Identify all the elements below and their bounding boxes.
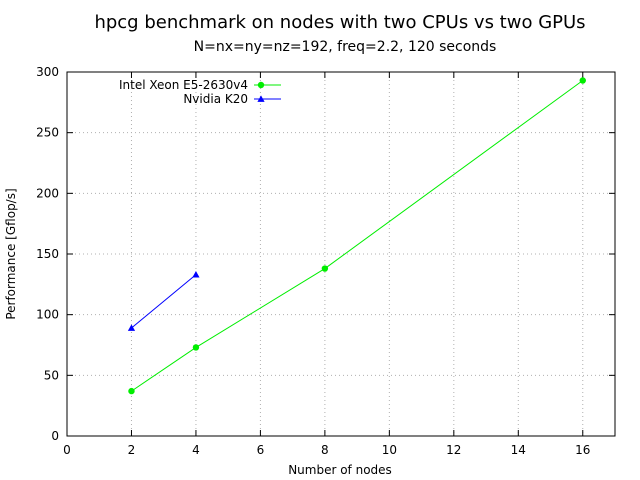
x-tick-label: 8 [321,443,329,457]
x-tick-label: 2 [128,443,136,457]
chart-subtitle: N=nx=ny=nz=192, freq=2.2, 120 seconds [194,39,497,55]
series-line [131,274,197,329]
x-tick-label: 0 [63,443,71,457]
series-layer [127,77,586,395]
series-0 [128,77,586,395]
y-tick-label: 100 [36,308,59,322]
data-point [192,271,200,278]
series-line [131,80,584,392]
axis-ticks: 0 2 4 6 8 10 12 14 16 0 50 100 150 200 250 300 [36,65,615,457]
x-tick-label: 14 [511,443,526,457]
series-1 [127,271,200,331]
y-tick-label: 200 [36,186,59,200]
data-point [579,77,586,84]
legend-marker [257,81,265,89]
x-tick-label: 4 [192,443,200,457]
data-point [128,387,135,395]
legend-label: Intel Xeon E5-2630v4 [119,78,248,92]
data-point [127,324,136,331]
legend-marker [257,95,265,102]
x-tick-label: 10 [382,443,397,457]
legend-label: Nvidia K20 [183,92,248,106]
grid [66,71,615,437]
y-tick-label: 250 [36,126,59,140]
y-tick-label: 150 [36,247,59,261]
y-axis-label: Performance [Gflop/s] [4,188,18,319]
data-point [192,344,200,351]
x-tick-label: 12 [446,443,461,457]
chart-title: hpcg benchmark on nodes with two CPUs vs… [94,12,585,33]
data-point [321,265,329,272]
x-axis-label: Number of nodes [288,463,392,477]
y-tick-label: 0 [51,429,59,443]
x-tick-label: 6 [257,443,265,457]
x-tick-label: 16 [575,443,590,457]
y-tick-label: 50 [44,368,59,382]
plot-frame [66,71,616,437]
y-tick-label: 300 [36,65,59,79]
